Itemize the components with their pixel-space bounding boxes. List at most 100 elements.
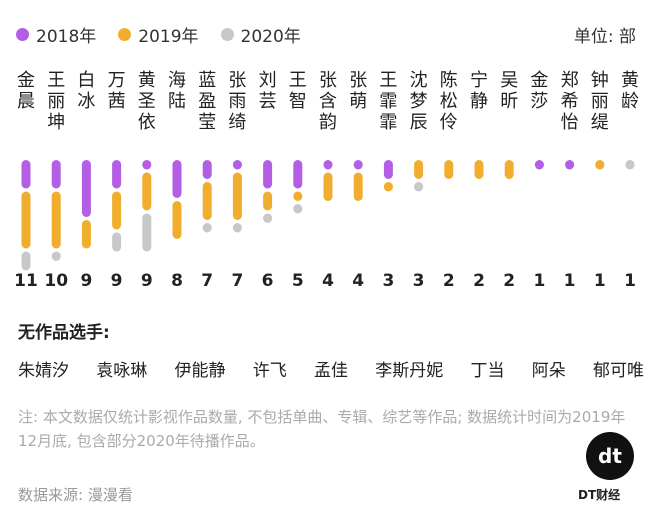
no-works-name: 许飞 [252, 361, 287, 381]
category-char: 宁 [470, 70, 488, 91]
category-char: 莎 [530, 91, 548, 112]
bar-segment-2020 [263, 213, 273, 223]
bar-segment-2019 [263, 191, 273, 211]
no-works-name: 阿朵 [531, 361, 566, 381]
total-label: 6 [262, 271, 274, 291]
category-char: 王 [289, 70, 307, 91]
total-label: 2 [443, 271, 455, 291]
bar-segment-2018 [323, 160, 333, 170]
category-char: 白 [77, 70, 95, 91]
no-works-name: 朱婧汐 [18, 361, 69, 381]
category-char: 万 [108, 70, 126, 91]
dt-logo-text: DT财经 [578, 488, 621, 502]
category-char: 张 [349, 70, 367, 91]
category-char: 吴 [500, 70, 518, 91]
bar-segment-2018 [142, 160, 152, 170]
bar-segment-2019 [21, 191, 31, 249]
category-char: 郑 [561, 70, 579, 91]
no-works-name: 孟佳 [314, 361, 348, 381]
category-char: 晨 [17, 91, 35, 112]
legend-dot-2018 [16, 28, 29, 41]
bar-segment-2018 [263, 160, 273, 189]
total-label: 11 [14, 271, 38, 291]
category-char: 刘 [259, 70, 277, 91]
bar-segment-2019 [474, 160, 484, 179]
category-char: 张 [228, 70, 246, 91]
category-char: 绮 [228, 112, 246, 133]
category-char: 梦 [410, 91, 428, 112]
unit-label: 单位: 部 [573, 27, 636, 47]
category-char: 丽 [591, 91, 609, 112]
total-label: 9 [141, 271, 153, 291]
category-char: 缇 [591, 112, 609, 133]
bar-segment-2019 [81, 220, 91, 249]
category-char: 圣 [138, 91, 156, 112]
bar-segment-2019 [353, 172, 363, 201]
bar-segment-2018 [172, 160, 182, 198]
no-works-name: 李斯丹妮 [375, 361, 444, 381]
legend: 2018年 2019年 2020年 [16, 22, 301, 47]
bar-segment-2019 [112, 191, 122, 230]
total-label: 4 [322, 271, 334, 291]
bar-segment-2020 [112, 232, 122, 252]
category-char: 黄 [621, 70, 639, 91]
legend-label-2020: 2020年 [240, 27, 301, 47]
category-char: 蓝 [198, 70, 216, 91]
total-label: 1 [624, 271, 636, 291]
category-char: 静 [470, 91, 488, 112]
bar-segment-2019 [202, 182, 212, 220]
bar-segment-2018 [353, 160, 363, 170]
bar-segment-2018 [21, 160, 31, 189]
bar-segment-2018 [51, 160, 61, 189]
total-label: 1 [564, 271, 576, 291]
category-char: 金 [17, 70, 35, 91]
total-label: 10 [44, 271, 68, 291]
total-label: 1 [533, 271, 545, 291]
category-char: 希 [561, 91, 579, 112]
bar-segment-2019 [444, 160, 454, 179]
total-label: 5 [292, 271, 304, 291]
category-char: 茜 [108, 91, 126, 112]
category-char: 智 [289, 91, 307, 112]
bar-segment-2020 [232, 223, 242, 233]
bar-segment-2018 [383, 160, 393, 179]
bar-segment-2019 [504, 160, 514, 179]
bar-segment-2019 [595, 160, 605, 170]
bar-segment-2019 [323, 172, 333, 201]
bar-segment-2018 [112, 160, 122, 189]
no-works-name: 郁可唯 [593, 361, 644, 381]
category-char: 含 [319, 91, 337, 112]
no-works-title: 无作品选手: [18, 323, 110, 343]
category-char: 萌 [349, 91, 367, 112]
bar-segment-2019 [414, 160, 424, 179]
stacked-dot-chart: 金晨11王丽坤10白冰9万茜9黄圣依9海陆8蓝盈莹7张雨绮7刘芸6王智5张含韵4… [14, 70, 639, 291]
category-char: 霏 [379, 112, 397, 133]
category-char: 坤 [47, 112, 65, 133]
category-char: 依 [138, 112, 156, 133]
bar-segment-2019 [142, 172, 152, 211]
category-char: 沈 [410, 70, 428, 91]
no-works-name: 袁咏琳 [96, 361, 148, 381]
total-label: 7 [231, 271, 243, 291]
bar-segment-2018 [202, 160, 212, 179]
category-char: 怡 [561, 112, 579, 133]
legend-item-2020: 2020年 [220, 22, 301, 47]
bar-segment-2018 [81, 160, 91, 217]
category-char: 韵 [319, 112, 337, 133]
bar-segment-2020 [142, 213, 152, 252]
bar-segment-2020 [625, 160, 635, 170]
bar-segment-2019 [232, 172, 242, 220]
bar-segment-2019 [293, 191, 303, 201]
total-label: 8 [171, 271, 183, 291]
total-label: 1 [594, 271, 606, 291]
no-works-name: 丁当 [470, 361, 505, 381]
category-char: 辰 [410, 112, 428, 133]
bar-segment-2019 [383, 182, 393, 192]
footnote: 注: 本文数据仅统计影视作品数量, 不包括单曲、专辑、综艺等作品; 数据统计时间… [18, 408, 626, 450]
category-char: 张 [319, 70, 337, 91]
total-label: 2 [503, 271, 515, 291]
bar-segment-2020 [293, 204, 303, 214]
bar-segment-2019 [51, 191, 61, 249]
total-label: 7 [201, 271, 213, 291]
category-char: 松 [440, 91, 458, 112]
